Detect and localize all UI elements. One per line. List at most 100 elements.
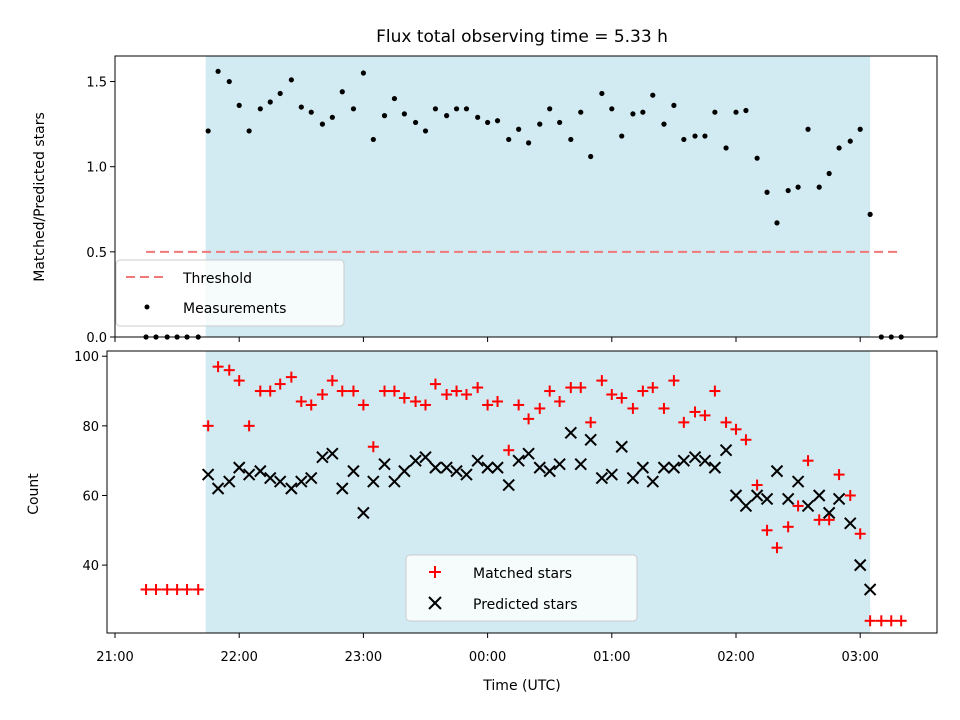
matched-star-point xyxy=(720,416,732,428)
predicted-star-point xyxy=(801,499,815,513)
predicted-stars-points xyxy=(201,426,877,596)
matched-star-point xyxy=(305,399,317,411)
top-y-tick-label: 1.5 xyxy=(86,76,107,91)
bottom-y-tick-label: 40 xyxy=(82,559,99,574)
predicted-star-point xyxy=(543,464,556,478)
predicted-star-point xyxy=(316,450,329,464)
bottom-x-ticks: 21:00 22:00 23:00 00:00 01:00 02:00 03:00 xyxy=(96,633,879,665)
matched-star-point xyxy=(658,402,670,414)
bottom-legend: Matched stars Predicted stars xyxy=(405,554,638,622)
predicted-star-point xyxy=(657,461,671,474)
measurement-point xyxy=(463,106,470,112)
predicted-star-point xyxy=(201,468,215,481)
predicted-star-point xyxy=(512,454,525,467)
predicted-star-point xyxy=(615,440,628,453)
predicted-star-point xyxy=(242,468,256,481)
measurement-point xyxy=(525,140,532,146)
measurement-point xyxy=(277,90,283,97)
measurement-point xyxy=(867,211,873,217)
measurement-point xyxy=(257,106,263,112)
matched-star-point xyxy=(740,434,752,446)
predicted-star-point xyxy=(729,489,743,502)
measurement-point xyxy=(453,106,460,112)
matched-star-point xyxy=(709,385,721,397)
measurement-point xyxy=(640,109,646,115)
matched-star-point xyxy=(347,385,359,397)
measurement-point xyxy=(319,121,326,127)
matched-star-point xyxy=(398,392,410,404)
predicted-star-point xyxy=(357,506,370,520)
bottom-y-tick-label: 80 xyxy=(82,420,99,435)
measurement-point xyxy=(298,104,304,110)
predicted-star-point xyxy=(605,468,619,481)
matched-star-point xyxy=(813,514,825,526)
predicted-star-point xyxy=(409,454,422,467)
predicted-star-point xyxy=(553,457,566,471)
measurement-point xyxy=(826,170,832,177)
matched-star-point xyxy=(388,385,400,397)
measurement-point xyxy=(360,70,366,76)
matched-star-point xyxy=(575,382,587,394)
top-y-ticks: 0.0 0.5 1.0 1.5 xyxy=(86,76,115,346)
predicted-star-point xyxy=(522,447,535,460)
matched-star-point xyxy=(534,402,546,414)
matched-star-point xyxy=(420,399,431,411)
matched-star-point xyxy=(668,375,680,387)
bottom-x-tick-label: 23:00 xyxy=(345,650,382,665)
matched-star-point xyxy=(554,395,566,407)
matched-star-point xyxy=(367,441,379,453)
measurement-point xyxy=(329,114,335,120)
measurement-point xyxy=(226,78,232,85)
matched-star-point xyxy=(161,583,173,595)
matched-star-point xyxy=(792,500,804,512)
bottom-panel: 40 60 80 100 21:00 22:00 23:00 00:00 01:00 02:00… xyxy=(26,350,938,694)
predicted-star-point xyxy=(595,471,609,485)
matched-star-point xyxy=(689,406,701,418)
legend-matched-swatch xyxy=(429,566,441,578)
predicted-star-point xyxy=(750,489,764,502)
measurement-point xyxy=(205,128,211,134)
matched-star-point xyxy=(544,385,556,397)
measurement-point xyxy=(702,133,708,139)
measurement-point xyxy=(661,121,667,127)
measurement-point xyxy=(381,113,388,119)
measurement-point xyxy=(836,145,842,151)
bottom-axes-frame xyxy=(106,350,938,634)
predicted-star-point xyxy=(698,454,712,467)
predicted-star-point xyxy=(760,492,774,506)
measurement-point xyxy=(475,114,481,120)
matched-star-point xyxy=(295,395,307,407)
bottom-legend-box xyxy=(405,554,638,622)
predicted-star-point xyxy=(429,461,442,474)
legend-matched-label: Matched stars xyxy=(473,566,572,582)
matched-star-point xyxy=(429,378,441,390)
measurement-point xyxy=(506,136,512,143)
matched-star-point xyxy=(751,479,763,491)
bottom-x-tick-label: 01:00 xyxy=(593,650,630,665)
measurement-point xyxy=(785,187,791,194)
x-axis-label: Time (UTC) xyxy=(482,678,560,694)
matched-star-point xyxy=(875,615,887,627)
bottom-x-tick-label: 00:00 xyxy=(469,650,506,665)
matched-star-point xyxy=(492,395,504,407)
measurement-point xyxy=(494,118,501,124)
measurement-point xyxy=(339,89,345,95)
predicted-star-point xyxy=(273,475,287,488)
predicted-star-point xyxy=(481,461,494,474)
top-panel: 0.0 0.5 1.0 1.5 Flux total observing time =… xyxy=(32,27,938,346)
predicted-star-point xyxy=(378,457,391,471)
predicted-star-point xyxy=(211,482,225,495)
predicted-star-point xyxy=(450,464,463,478)
measurement-point xyxy=(267,99,273,105)
matched-star-point xyxy=(410,395,422,407)
measurement-point xyxy=(288,77,294,83)
predicted-star-point xyxy=(254,464,267,478)
measurement-point xyxy=(650,92,656,98)
predicted-star-point xyxy=(863,583,877,596)
matched-star-point xyxy=(223,364,235,376)
matched-star-point xyxy=(150,583,162,595)
legend-measurements-swatch xyxy=(144,304,150,310)
matched-star-point xyxy=(140,583,152,595)
predicted-star-point xyxy=(574,457,587,471)
predicted-star-point xyxy=(832,492,846,506)
